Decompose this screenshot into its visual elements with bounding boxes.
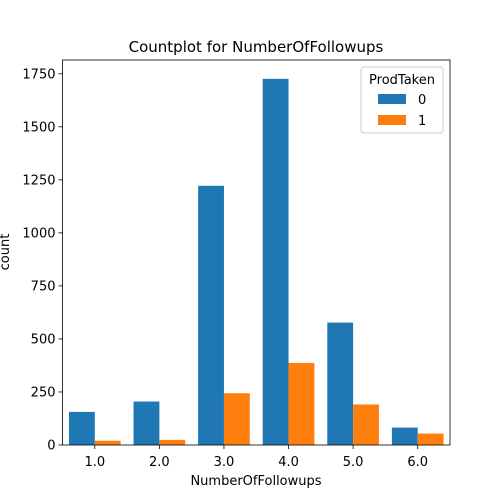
- legend-swatch-0: [378, 94, 406, 104]
- bar-6.0-series-0: [391, 427, 418, 445]
- y-tick-label: 1500: [22, 120, 55, 135]
- y-tick-label: 0: [47, 439, 55, 454]
- x-tick-label: 1.0: [84, 455, 105, 470]
- y-axis: 0 250 500 750 1000 1250 1500 1750: [22, 67, 63, 454]
- x-tick-label: 2.0: [149, 455, 170, 470]
- y-axis-label: count: [0, 234, 13, 271]
- bar-6.0-series-1: [417, 433, 444, 445]
- bar-1.0-series-0: [68, 411, 95, 445]
- bars-layer: [68, 78, 444, 445]
- bar-4.0-series-1: [288, 362, 315, 445]
- legend-title: ProdTaken: [369, 73, 435, 88]
- y-tick-label: 1000: [22, 226, 55, 241]
- legend-swatch-1: [378, 115, 406, 125]
- bar-4.0-series-0: [262, 78, 289, 445]
- bar-3.0-series-1: [223, 393, 250, 445]
- y-tick-label: 750: [31, 279, 56, 294]
- plot-area-frame: [62, 59, 451, 446]
- y-tick-label: 1750: [22, 67, 55, 82]
- bar-3.0-series-0: [198, 185, 224, 445]
- bar-2.0-series-1: [159, 439, 186, 445]
- bar-2.0-series-0: [133, 401, 160, 445]
- bar-5.0-series-1: [353, 404, 379, 445]
- x-tick-label: 4.0: [278, 455, 299, 470]
- legend: ProdTaken 0 1: [360, 66, 444, 134]
- x-tick-label: 5.0: [343, 455, 364, 470]
- legend-label-1: 1: [418, 114, 426, 129]
- y-tick-label: 500: [31, 332, 56, 347]
- x-tick-label: 3.0: [214, 455, 235, 470]
- x-axis: 1.0 2.0 3.0 4.0 5.0 6.0: [84, 445, 428, 470]
- x-axis-label: NumberOfFollowups: [190, 474, 321, 489]
- y-tick-label: 250: [31, 385, 56, 400]
- y-tick-label: 1250: [22, 173, 55, 188]
- legend-label-0: 0: [418, 93, 426, 108]
- bar-5.0-series-0: [327, 322, 354, 445]
- chart-title: Countplot for NumberOfFollowups: [129, 38, 384, 56]
- bar-1.0-series-1: [94, 440, 121, 445]
- x-tick-label: 6.0: [407, 455, 428, 470]
